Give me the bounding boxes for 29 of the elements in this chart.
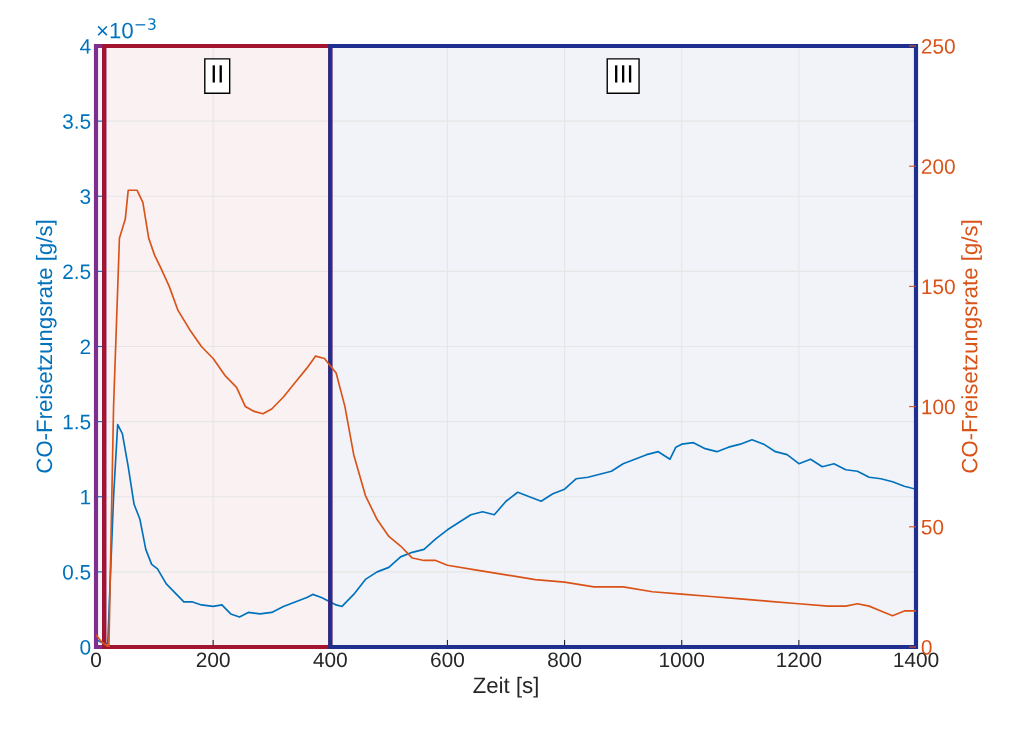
x-tick-label: 1000 [660,652,705,668]
x-axis-title: Zeit [s] [473,676,538,698]
y2-axis-title: CO-Freisetzungsrate [g/s] [961,220,982,473]
y-tick-label: 2 [80,339,91,355]
x-tick-label: 1200 [777,652,822,668]
y-tick-label: 0.5 [62,564,91,580]
band-label: III [615,65,632,83]
y-tick-label: 0 [80,640,91,655]
y2-tick-label: 50 [921,519,944,535]
y-tick-label: 4 [80,39,91,54]
y-axis-title: CO-Freisetzungsrate [g/s] [35,220,57,473]
line-series [96,423,916,645]
y-tick-label: 1.5 [63,414,91,430]
y2-tick-label: 150 [922,279,955,295]
y2-tick-label: 100 [922,399,955,415]
y-tick-label: 3.5 [62,114,91,129]
line-series [96,189,916,647]
y2-tick-label: 200 [921,159,955,174]
y-tick-label: 2.5 [63,264,91,280]
x-tick-label: 200 [196,652,230,668]
x-tick-label: 600 [431,652,464,668]
x-tick-label: 400 [313,652,347,668]
text: ×10$^{−3}$ [97,18,156,39]
y-tick-label: 3 [80,189,91,204]
y-tick-label: 1 [81,489,91,505]
band-label: II [212,65,222,83]
y2-tick-label: 250 [921,39,955,54]
x-tick-label: 800 [548,652,582,668]
x-tick-label: 0 [91,652,101,668]
